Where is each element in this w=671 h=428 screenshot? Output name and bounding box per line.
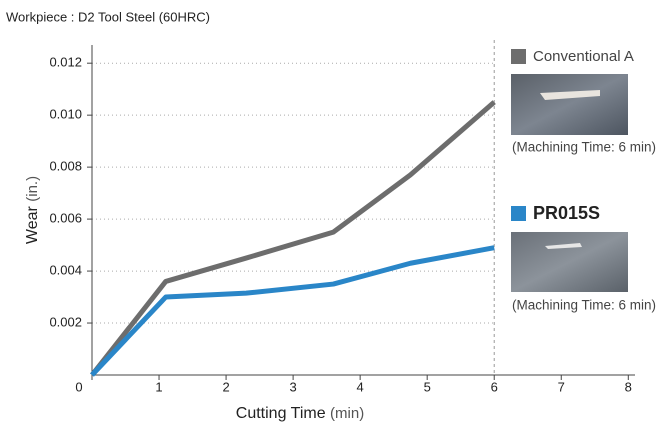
x-tick-label: 3 [289, 379, 296, 394]
legend-swatch [511, 206, 526, 221]
tool-photo [511, 74, 628, 135]
x-label-main: Cutting Time [236, 405, 326, 422]
x-tick-label: 7 [558, 379, 565, 394]
series-line [92, 248, 494, 375]
tool-photo [511, 232, 628, 292]
x-tick-label: 1 [155, 379, 162, 394]
x-tick-label: 4 [357, 379, 364, 394]
legend-swatch [511, 49, 526, 64]
series-line [92, 102, 494, 375]
y-label-unit: (in.) [24, 176, 41, 202]
y-tick-label: 0.008 [49, 159, 82, 174]
legend-label: Conventional A [533, 48, 634, 65]
x-axis-label: Cutting Time (min) [236, 405, 364, 422]
x-tick-label: 8 [625, 379, 632, 394]
y-tick-label: 0.012 [49, 55, 82, 70]
x-tick-label: 0 [75, 379, 82, 394]
y-tick-label: 0.010 [49, 107, 82, 122]
y-label-main: Wear [24, 206, 41, 245]
y-tick-label: 0.002 [49, 314, 82, 329]
x-tick-label: 6 [491, 379, 498, 394]
photo-caption: (Machining Time: 6 min) [512, 298, 656, 313]
x-tick-label: 5 [424, 379, 431, 394]
x-tick-label: 2 [222, 379, 229, 394]
chart-title: Workpiece : D2 Tool Steel (60HRC) [6, 9, 210, 24]
legend-label: PR015S [533, 203, 600, 223]
y-axis-label: Wear (in.) [24, 176, 41, 244]
chart: Workpiece : D2 Tool Steel (60HRC) Cuttin… [0, 0, 671, 428]
y-tick-label: 0.006 [49, 211, 82, 226]
x-label-unit: (min) [330, 405, 364, 422]
photo-caption: (Machining Time: 6 min) [512, 140, 656, 155]
y-tick-label: 0.004 [49, 263, 82, 278]
